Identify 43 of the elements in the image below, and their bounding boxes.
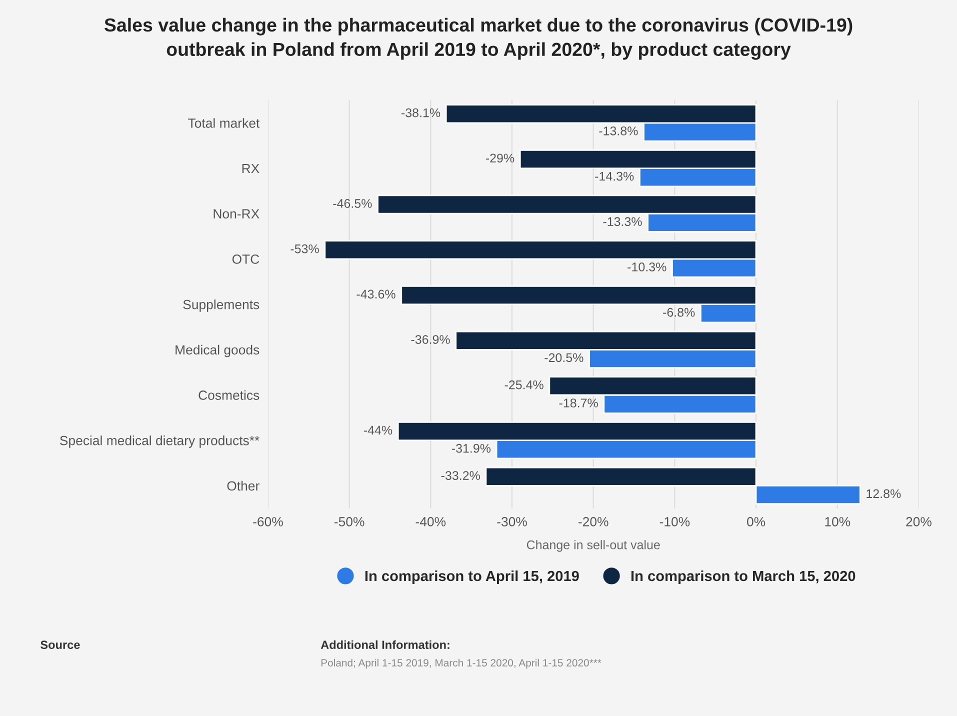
data-label: -38.1% <box>402 108 440 118</box>
x-tick-label: 20% <box>906 517 932 526</box>
data-label: -14.3% <box>595 172 634 181</box>
data-label: -13.3% <box>603 217 642 226</box>
x-tick-label: 10% <box>825 517 850 526</box>
x-tick-label: -20% <box>578 517 608 526</box>
y-tick-label: Supplements <box>183 300 260 312</box>
text: Source <box>40 640 80 649</box>
chart-title: Sales value change in the pharmaceutical market due to the coronavirus (COVID-19) outbreak in Poland from April 2019 to April 2020*, by product category <box>104 18 852 60</box>
data-label: -20.5% <box>544 353 584 362</box>
x-tick-label: 0% <box>747 517 766 526</box>
x-tick-label: -30% <box>497 517 527 526</box>
data-label: -36.9% <box>411 335 450 344</box>
data-label: -53% <box>290 244 319 254</box>
y-tick-label: RX <box>242 164 260 174</box>
x-tick-label: -50% <box>334 517 364 526</box>
y-tick-label: Special medical dietary products** <box>60 436 260 448</box>
data-label: -25.4% <box>504 380 544 390</box>
x-tick-label: -60% <box>253 517 283 526</box>
x-axis-title: Change in sell-out value <box>526 540 660 552</box>
x-tick-label: -10% <box>660 517 690 526</box>
data-label: -46.5% <box>333 199 372 208</box>
y-tick-label: OTC <box>232 254 260 264</box>
data-label: -6.8% <box>663 308 695 317</box>
text: Poland; April 1-15 2019, March 1-15 2020, April 1-15 2020*** <box>321 658 602 669</box>
y-tick-label: Medical goods <box>176 344 260 358</box>
y-tick-label: Other <box>227 480 260 491</box>
data-label: 12.8% <box>866 489 901 498</box>
y-tick-label: Total market <box>188 118 260 128</box>
data-label: -44% <box>364 426 392 435</box>
data-label: -10.3% <box>628 262 666 272</box>
legend-label: In comparison to April 15, 2019 <box>365 570 579 584</box>
data-label: -29% <box>486 154 514 163</box>
data-label: -31.9% <box>452 444 491 453</box>
data-label: -13.8% <box>599 126 638 136</box>
data-label: -43.6% <box>356 290 396 299</box>
text: Additional Information: <box>320 640 450 649</box>
data-label: -33.2% <box>441 471 480 480</box>
y-tick-label: Non-RX <box>214 209 260 219</box>
x-tick-label: -40% <box>416 517 446 526</box>
legend-label: In comparison to March 15, 2020 <box>631 570 856 584</box>
y-tick-label: Cosmetics <box>198 390 260 400</box>
data-label: -18.7% <box>559 398 598 408</box>
